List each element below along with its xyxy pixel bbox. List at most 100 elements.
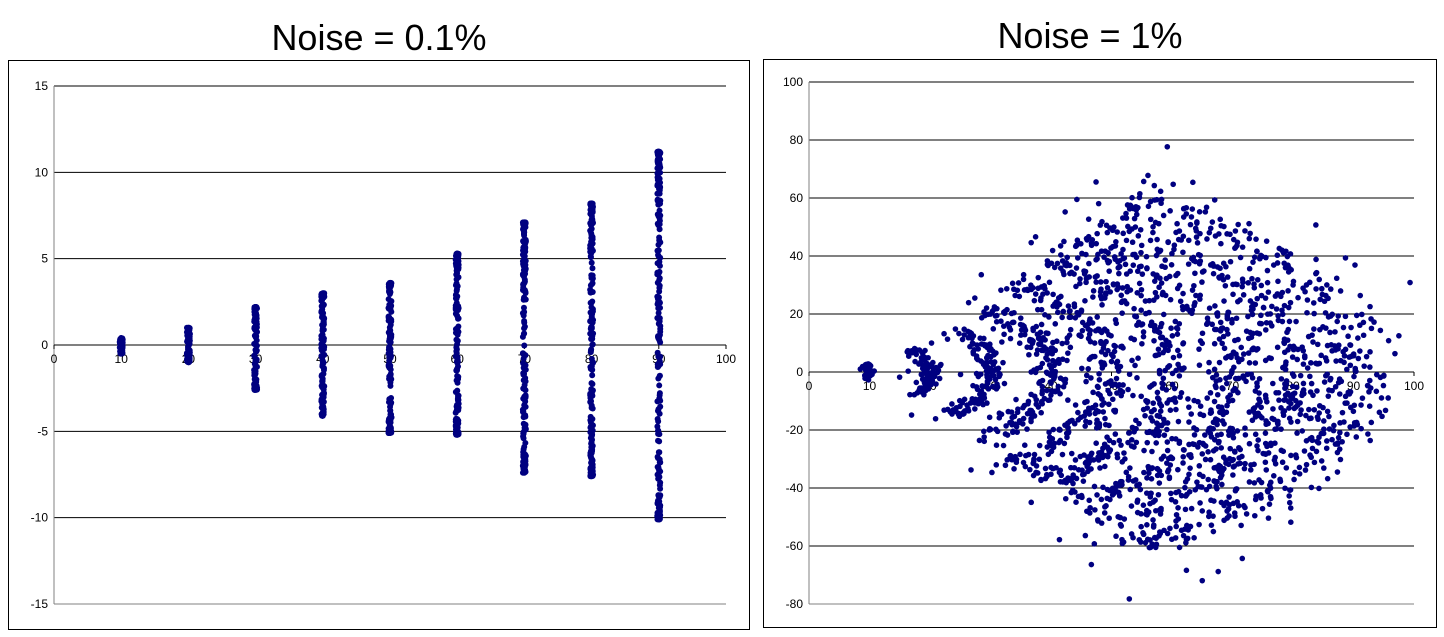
data-point bbox=[1118, 442, 1124, 448]
data-point bbox=[1206, 229, 1213, 236]
data-point bbox=[986, 414, 993, 421]
data-point bbox=[1111, 342, 1117, 349]
data-point bbox=[1392, 350, 1398, 357]
data-point bbox=[1196, 260, 1203, 267]
data-point bbox=[1048, 464, 1054, 471]
data-point bbox=[1262, 327, 1269, 333]
data-point bbox=[1164, 439, 1171, 445]
data-point bbox=[1249, 375, 1256, 381]
data-point bbox=[1164, 460, 1170, 466]
data-point bbox=[1104, 284, 1111, 291]
data-point bbox=[999, 339, 1005, 345]
data-point bbox=[1064, 357, 1070, 364]
data-point bbox=[1200, 440, 1206, 447]
data-point bbox=[1075, 467, 1082, 473]
data-point bbox=[1063, 479, 1070, 486]
data-point bbox=[1284, 253, 1291, 260]
data-point bbox=[1275, 389, 1282, 396]
data-point bbox=[1120, 539, 1127, 545]
data-point bbox=[1191, 282, 1197, 289]
data-point bbox=[1308, 454, 1315, 461]
data-point bbox=[1351, 423, 1357, 429]
data-point bbox=[386, 338, 393, 345]
data-point bbox=[1090, 294, 1096, 300]
data-point bbox=[1360, 332, 1367, 339]
data-point bbox=[1142, 539, 1149, 546]
data-point bbox=[1138, 307, 1144, 314]
x-tick-label: 0 bbox=[806, 379, 813, 393]
data-point bbox=[992, 376, 999, 383]
data-point bbox=[1116, 263, 1123, 270]
data-point bbox=[1279, 289, 1286, 296]
data-point bbox=[1151, 278, 1158, 284]
data-point bbox=[1101, 341, 1107, 348]
data-point bbox=[1053, 464, 1059, 471]
data-point bbox=[455, 323, 462, 330]
data-point bbox=[1183, 567, 1190, 574]
data-point bbox=[319, 290, 326, 297]
data-point bbox=[655, 418, 662, 425]
data-point bbox=[453, 344, 460, 351]
data-point bbox=[1113, 488, 1120, 495]
data-point bbox=[1324, 371, 1331, 377]
data-point bbox=[588, 346, 595, 353]
data-point bbox=[1004, 457, 1010, 463]
data-point bbox=[1067, 418, 1073, 425]
data-point bbox=[1032, 291, 1039, 297]
data-point bbox=[1139, 340, 1145, 347]
data-point bbox=[1199, 330, 1206, 337]
data-point bbox=[588, 220, 595, 227]
data-point bbox=[1056, 469, 1063, 476]
data-point bbox=[318, 398, 325, 405]
data-point bbox=[1034, 470, 1041, 476]
data-point bbox=[1074, 255, 1081, 261]
data-point bbox=[1160, 375, 1167, 382]
data-point bbox=[987, 341, 993, 347]
data-point bbox=[1028, 499, 1035, 506]
data-point bbox=[1208, 434, 1215, 440]
data-point bbox=[589, 392, 596, 399]
data-point bbox=[453, 262, 460, 269]
data-point bbox=[1285, 304, 1292, 311]
data-point bbox=[981, 434, 987, 440]
data-point bbox=[1318, 285, 1325, 292]
data-point bbox=[970, 350, 977, 357]
data-point bbox=[1232, 449, 1238, 455]
data-point bbox=[319, 377, 326, 384]
data-point bbox=[1110, 281, 1117, 288]
data-point bbox=[1168, 496, 1175, 503]
data-point bbox=[1113, 480, 1119, 487]
data-point bbox=[1102, 291, 1109, 298]
data-point bbox=[1092, 507, 1098, 513]
data-point bbox=[1245, 313, 1251, 320]
data-point bbox=[1207, 456, 1214, 463]
data-point bbox=[1248, 334, 1255, 341]
data-point bbox=[1096, 326, 1102, 333]
data-point bbox=[1363, 353, 1370, 360]
data-point bbox=[1327, 329, 1333, 336]
data-point bbox=[1107, 289, 1114, 295]
data-point bbox=[1035, 274, 1042, 281]
data-point bbox=[1147, 216, 1154, 223]
data-point bbox=[1119, 310, 1125, 316]
data-point bbox=[1057, 243, 1064, 249]
data-point bbox=[320, 310, 327, 317]
data-point bbox=[1377, 327, 1384, 334]
data-point bbox=[1229, 457, 1235, 464]
data-point bbox=[521, 219, 528, 226]
data-point bbox=[1096, 376, 1103, 383]
data-point bbox=[1267, 311, 1274, 317]
data-point bbox=[1074, 237, 1081, 244]
data-point bbox=[1339, 409, 1346, 416]
data-point bbox=[1034, 365, 1041, 372]
data-point bbox=[1002, 431, 1009, 437]
data-point bbox=[1081, 271, 1088, 277]
data-point bbox=[1131, 305, 1137, 312]
data-point bbox=[1088, 242, 1095, 249]
data-point bbox=[981, 342, 988, 348]
data-point bbox=[1126, 206, 1133, 212]
data-point bbox=[1334, 449, 1341, 456]
data-point bbox=[1120, 230, 1127, 237]
data-point bbox=[1260, 304, 1267, 311]
data-point bbox=[996, 410, 1003, 417]
